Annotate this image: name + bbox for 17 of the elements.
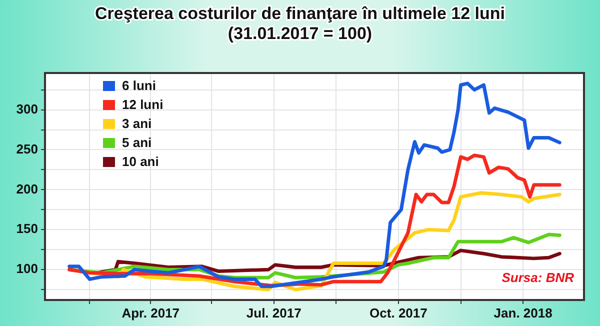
y-tick-label: 100 — [16, 261, 38, 276]
annotation: Sursa: BNR — [502, 270, 574, 285]
chart-subtitle: (31.01.2017 = 100) — [226, 24, 374, 44]
x-tick-label: Jul. 2017 — [246, 305, 302, 320]
y-tick-label: 200 — [16, 181, 38, 196]
y-tick-label: 150 — [16, 221, 38, 236]
legend-label: 6 luni — [122, 77, 156, 95]
x-tick-label: Oct. 2017 — [370, 305, 428, 320]
legend-label: 3 ani — [122, 115, 152, 133]
y-tick-label: 300 — [16, 101, 38, 116]
y-tick-label: 250 — [16, 141, 38, 156]
x-tick-label: Apr. 2017 — [122, 305, 180, 320]
chart-title: Creşterea costurilor de finanţare în ultimele 12 luni — [94, 4, 506, 24]
legend-label: 12 luni — [122, 96, 164, 114]
x-tick-label: Jan. 2018 — [494, 305, 552, 320]
legend-label: 10 ani — [122, 153, 159, 171]
legend-label: 5 ani — [122, 134, 152, 152]
